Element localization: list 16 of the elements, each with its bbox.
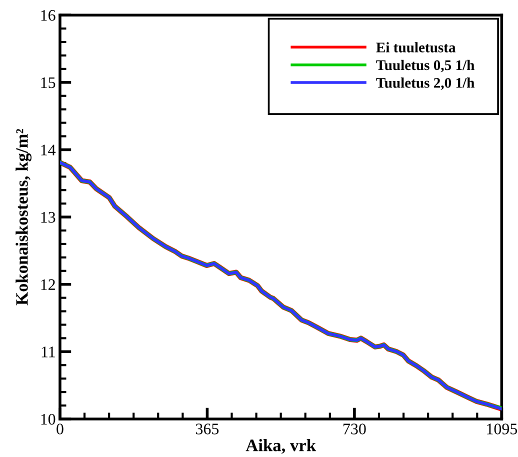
y-tick-label: 11 (42, 346, 55, 358)
x-tick-label: 1095 (487, 424, 518, 434)
legend-label: Ei tuuletusta (376, 42, 456, 52)
legend-label: Tuuletus 2,0 1/h (376, 78, 474, 90)
y-tick-label: 15 (41, 77, 56, 88)
y-tick-label: 10 (41, 414, 56, 425)
legend-label: Tuuletus 0,5 1/h (376, 60, 474, 72)
y-tick-label: 16 (41, 10, 56, 21)
x-tick-label: 0 (56, 424, 64, 434)
y-tick-label: 12 (41, 279, 55, 290)
x-axis-title: Aika, vrk (246, 439, 316, 454)
y-axis-title: Kokonaiskosteus, kg/m² (16, 128, 32, 306)
x-tick-label: 730 (344, 424, 366, 434)
x-tick-label: 365 (196, 424, 219, 434)
y-tick-label: 13 (41, 212, 56, 223)
y-tick-label: 14 (41, 144, 56, 156)
